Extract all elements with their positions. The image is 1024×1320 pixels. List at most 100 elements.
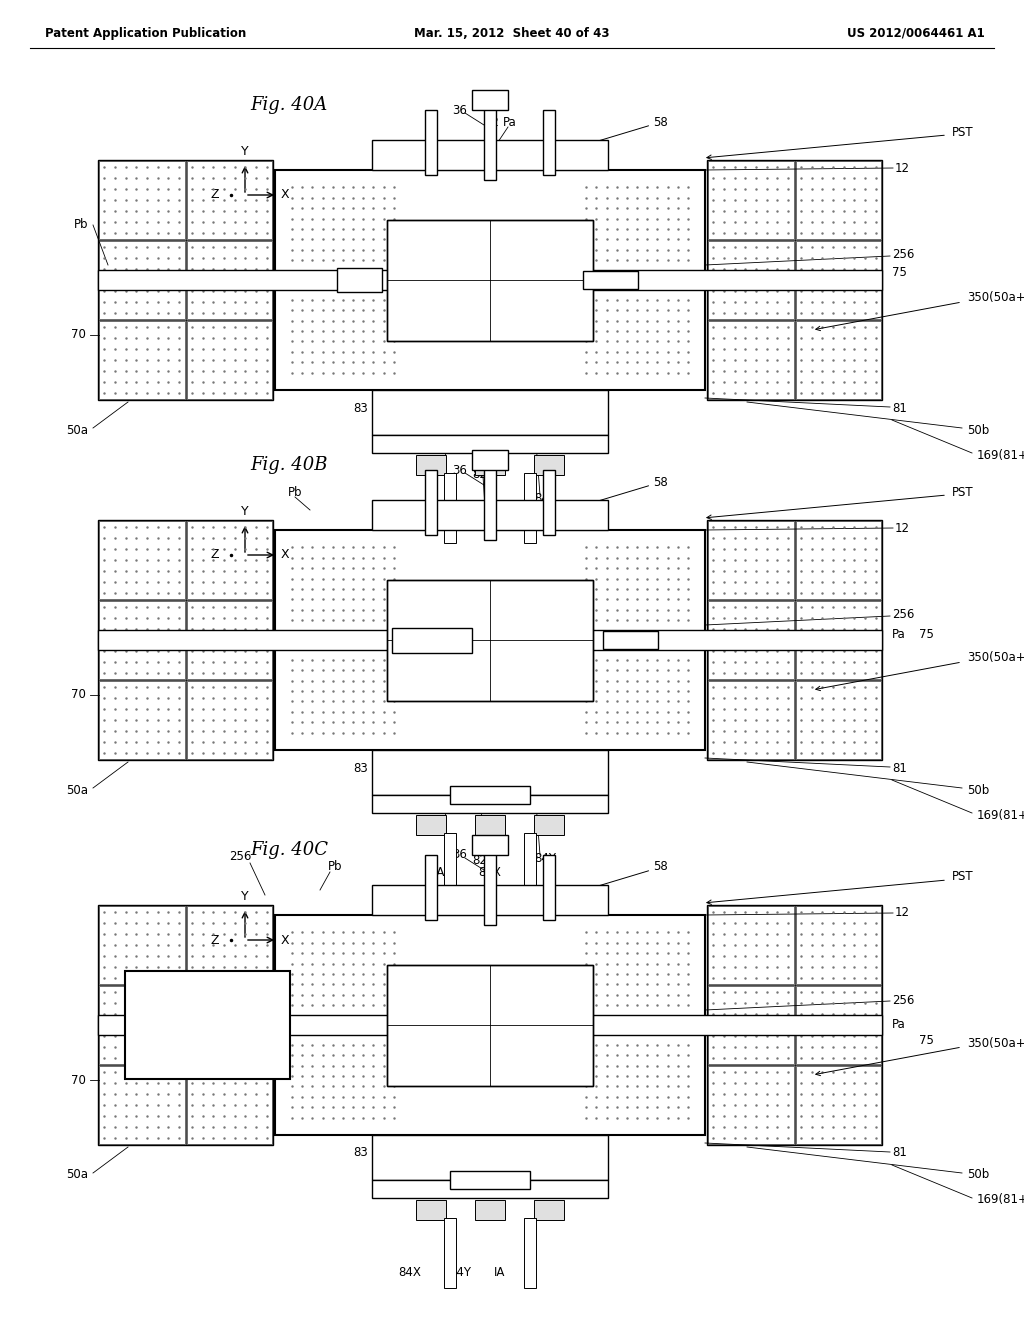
Bar [127, 1027, 206, 1077]
Text: 350(50a+50b): 350(50a+50b) [967, 652, 1024, 664]
Bar [275, 915, 705, 1135]
Bar [372, 389, 608, 436]
Text: Y: Y [242, 890, 249, 903]
Bar [425, 855, 437, 920]
Bar [708, 601, 794, 678]
Text: 81: 81 [892, 1147, 907, 1159]
Text: 70: 70 [71, 1073, 86, 1086]
Bar [796, 986, 881, 1064]
Text: 84X: 84X [478, 866, 502, 879]
Text: Patent Application Publication: Patent Application Publication [45, 26, 246, 40]
Text: Fig. 40A: Fig. 40A [250, 96, 328, 114]
Bar [708, 521, 794, 599]
Bar [416, 455, 445, 475]
Bar [99, 1067, 184, 1144]
Bar [388, 220, 489, 279]
Text: 58: 58 [653, 116, 668, 128]
Bar [582, 927, 693, 1011]
Bar [186, 681, 272, 759]
Bar [524, 1218, 537, 1288]
Bar [708, 986, 794, 1064]
Text: Pb: Pb [288, 486, 302, 499]
Bar [186, 161, 272, 239]
Bar [796, 161, 881, 239]
Bar [796, 242, 881, 319]
Bar [543, 110, 555, 176]
Text: Z: Z [211, 549, 219, 561]
Bar [475, 1200, 505, 1220]
Bar [388, 642, 489, 700]
Text: 256: 256 [892, 248, 914, 261]
Text: PST: PST [952, 125, 974, 139]
Text: Pa: Pa [503, 116, 517, 128]
Text: 256: 256 [892, 994, 914, 1006]
Bar [387, 219, 593, 341]
Bar [484, 100, 496, 180]
Bar [484, 459, 496, 540]
Bar [490, 965, 592, 1024]
Bar [186, 906, 272, 983]
Bar [186, 986, 272, 1064]
Text: 256: 256 [228, 850, 251, 863]
Bar [472, 450, 508, 470]
Bar [490, 1026, 592, 1085]
Bar [416, 814, 445, 836]
Text: 81: 81 [892, 401, 907, 414]
Text: 83: 83 [353, 762, 369, 775]
Bar [275, 531, 705, 750]
Bar [372, 1135, 608, 1180]
Bar [387, 579, 593, 701]
Bar [99, 601, 184, 678]
Bar [443, 473, 456, 543]
Text: IA: IA [434, 507, 445, 520]
Bar [186, 521, 272, 599]
Text: 58: 58 [653, 475, 668, 488]
Bar [524, 833, 537, 903]
Bar [582, 294, 693, 378]
Text: 36: 36 [453, 463, 467, 477]
Bar [387, 965, 593, 1085]
Bar [582, 182, 693, 265]
Text: Pa: Pa [892, 628, 906, 642]
Text: PST: PST [952, 486, 974, 499]
Bar [392, 627, 472, 652]
Text: 83: 83 [353, 401, 369, 414]
Bar [127, 973, 206, 1023]
Bar [708, 681, 794, 759]
Text: US 2012/0064461 A1: US 2012/0064461 A1 [847, 26, 985, 40]
Text: Y: Y [242, 506, 249, 517]
Bar [707, 520, 882, 760]
Bar [388, 965, 489, 1024]
Bar [796, 321, 881, 399]
Bar [210, 973, 288, 1023]
Bar [99, 321, 184, 399]
Text: PST: PST [952, 870, 974, 883]
Text: 81: 81 [892, 762, 907, 775]
Text: X: X [281, 189, 290, 202]
Bar [796, 521, 881, 599]
Text: 350(50a+50b): 350(50a+50b) [967, 1036, 1024, 1049]
Text: Fig. 40C: Fig. 40C [250, 841, 328, 859]
Bar [707, 160, 882, 400]
Bar [372, 884, 608, 915]
Bar [99, 242, 184, 319]
Bar [287, 1039, 398, 1123]
Bar [708, 1067, 794, 1144]
Bar [796, 681, 881, 759]
Bar [372, 1180, 608, 1199]
Bar [387, 965, 593, 1085]
Text: Pb: Pb [74, 219, 88, 231]
Bar [796, 906, 881, 983]
Bar [387, 219, 593, 341]
Bar [490, 220, 592, 279]
Bar [98, 520, 273, 760]
Bar [484, 845, 496, 925]
Bar [98, 1015, 882, 1035]
Bar [287, 294, 398, 378]
Text: 50b: 50b [967, 784, 989, 796]
Bar [708, 161, 794, 239]
Bar [372, 750, 608, 795]
Bar [490, 281, 592, 339]
Bar [450, 1171, 530, 1189]
Text: 350(50a+50b): 350(50a+50b) [967, 292, 1024, 305]
